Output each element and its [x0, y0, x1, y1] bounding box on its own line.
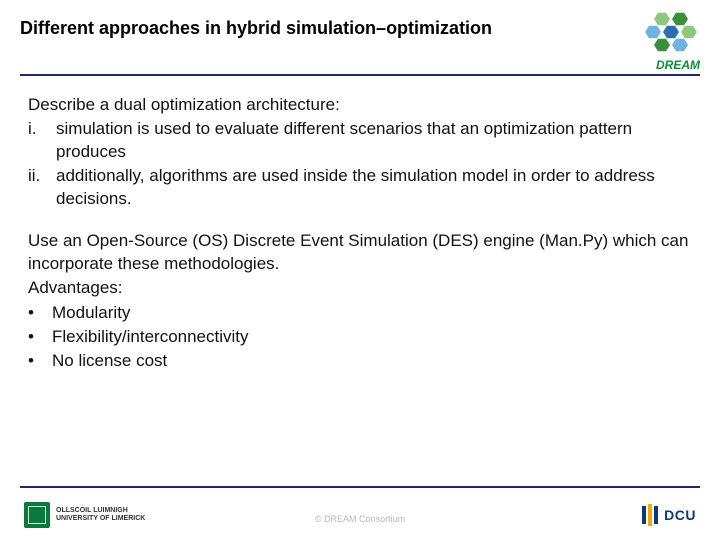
roman-numeral: i.	[28, 118, 56, 163]
paragraph: Use an Open-Source (OS) Discrete Event S…	[28, 230, 692, 275]
ul-line2: UNIVERSITY OF LIMERICK	[56, 515, 145, 523]
top-divider	[20, 74, 700, 76]
dcu-logo: DCU	[642, 504, 696, 526]
hex-icon	[681, 25, 697, 39]
dream-label: DREAM	[656, 58, 700, 72]
intro-text: Describe a dual optimization architectur…	[28, 94, 692, 116]
list-item: ii. additionally, algorithms are used in…	[28, 165, 692, 210]
slide-title: Different approaches in hybrid simulatio…	[20, 18, 492, 39]
list-text: No license cost	[52, 350, 167, 372]
ul-line1: OLLSCOIL LUIMNIGH	[56, 507, 145, 515]
list-text: Flexibility/interconnectivity	[52, 326, 249, 348]
hex-icon	[672, 12, 688, 26]
hex-icon	[654, 12, 670, 26]
list-item: i. simulation is used to evaluate differ…	[28, 118, 692, 163]
list-item: •No license cost	[28, 350, 692, 372]
dcu-mark-icon	[642, 504, 660, 526]
ul-crest-icon	[24, 502, 50, 528]
hex-icon	[663, 25, 679, 39]
slide-body: Describe a dual optimization architectur…	[28, 94, 692, 375]
bullet-icon: •	[28, 302, 52, 324]
bullet-icon: •	[28, 350, 52, 372]
dream-logo-icon	[630, 12, 700, 64]
roman-numeral: ii.	[28, 165, 56, 210]
hex-icon	[645, 25, 661, 39]
roman-list: i. simulation is used to evaluate differ…	[28, 118, 692, 210]
bullet-icon: •	[28, 326, 52, 348]
list-text: additionally, algorithms are used inside…	[56, 165, 692, 210]
slide-footer: OLLSCOIL LUIMNIGH UNIVERSITY OF LIMERICK…	[0, 484, 720, 540]
bullet-list: •Modularity •Flexibility/interconnectivi…	[28, 302, 692, 373]
hex-icon	[672, 38, 688, 52]
hex-icon	[654, 38, 670, 52]
ul-logo: OLLSCOIL LUIMNIGH UNIVERSITY OF LIMERICK	[24, 502, 145, 528]
list-item: •Modularity	[28, 302, 692, 324]
advantages-label: Advantages:	[28, 277, 692, 299]
list-text: Modularity	[52, 302, 130, 324]
dcu-text: DCU	[664, 507, 696, 523]
copyright-text: © DREAM Consortium	[315, 514, 405, 524]
ul-text: OLLSCOIL LUIMNIGH UNIVERSITY OF LIMERICK	[56, 507, 145, 522]
list-item: •Flexibility/interconnectivity	[28, 326, 692, 348]
list-text: simulation is used to evaluate different…	[56, 118, 692, 163]
